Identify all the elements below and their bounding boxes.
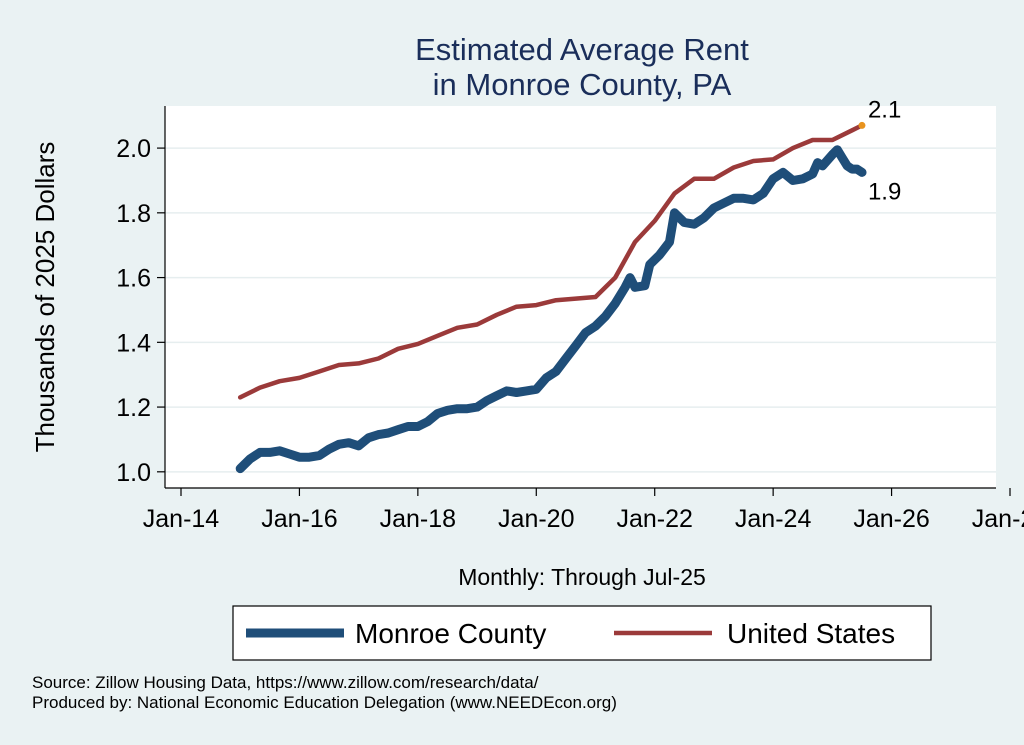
y-tick-label: 1.2 [116,394,151,422]
x-tick-label: Jan-28 [972,505,1024,533]
x-tick-label: Jan-22 [616,505,692,533]
x-axis-ticks: Jan-14 Jan-16 Jan-18 Jan-20 Jan-22 Jan-24 Jan-… [143,488,1024,533]
y-tick-label: 1.0 [116,459,151,487]
legend-item-united-states-label: United States [727,618,895,649]
y-axis-label: Thousands of 2025 Dollars [30,142,60,453]
y-tick-label: 1.8 [116,200,151,228]
end-point-marker [858,121,866,129]
source-note: Source: Zillow Housing Data, https://www… [32,673,539,692]
y-axis-ticks: 1.0 1.2 1.4 1.6 1.8 2.0 [116,135,165,487]
legend-box [232,605,932,661]
y-tick-label: 2.0 [116,135,151,163]
y-tick-label: 1.6 [116,265,151,293]
y-tick-label: 1.4 [116,329,151,357]
series-line-united-states [237,123,865,400]
produced-by-note: Produced by: National Economic Education… [32,693,617,712]
x-tick-label: Jan-16 [261,505,337,533]
chart-title-line-1: Estimated Average Rent [415,32,749,67]
chart-title-line-2: in Monroe County, PA [433,67,732,102]
x-tick-label: Jan-20 [498,505,574,533]
legend: Monroe County United States [246,618,895,649]
end-label-united-states: 2.1 [868,96,901,123]
x-tick-label: Jan-18 [380,505,456,533]
series-line-monroe-county [235,145,867,474]
x-tick-label: Jan-14 [143,505,220,533]
legend-item-monroe-county-label: Monroe County [355,618,546,649]
end-label-monroe-county: 1.9 [868,178,901,205]
x-axis-label: Monthly: Through Jul-25 [458,564,706,590]
x-tick-label: Jan-26 [853,505,929,533]
x-tick-label: Jan-24 [735,505,812,533]
series-group: 2.1 1.9 [235,96,901,474]
